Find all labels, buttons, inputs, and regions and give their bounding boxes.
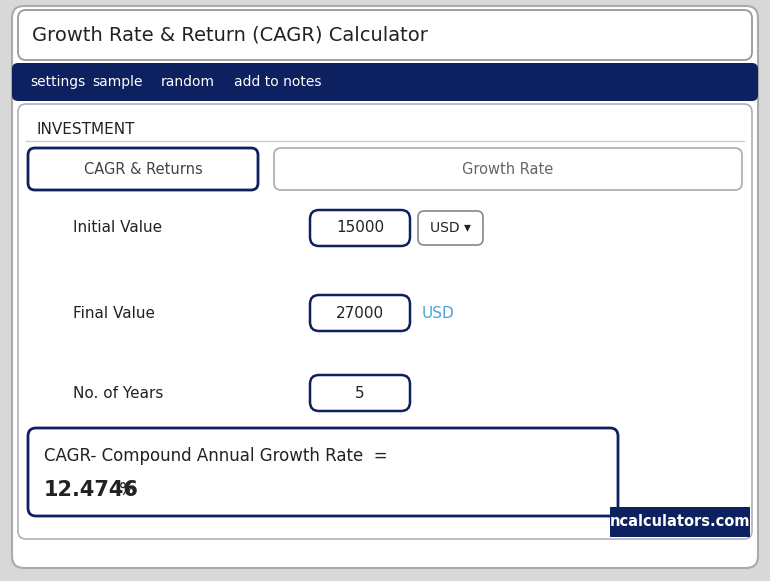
- Text: USD ▾: USD ▾: [430, 221, 471, 235]
- Text: 5: 5: [355, 386, 365, 400]
- FancyBboxPatch shape: [12, 6, 758, 568]
- Text: random: random: [161, 75, 215, 89]
- Text: Final Value: Final Value: [73, 306, 155, 321]
- Text: sample: sample: [92, 75, 143, 89]
- Text: add to notes: add to notes: [234, 75, 322, 89]
- FancyBboxPatch shape: [418, 211, 483, 245]
- FancyBboxPatch shape: [610, 507, 750, 537]
- Text: USD: USD: [422, 306, 455, 321]
- FancyBboxPatch shape: [12, 63, 758, 101]
- FancyBboxPatch shape: [18, 104, 752, 539]
- Text: Initial Value: Initial Value: [73, 221, 162, 235]
- FancyBboxPatch shape: [18, 10, 752, 60]
- Text: 12.4746: 12.4746: [44, 480, 139, 500]
- Text: Growth Rate & Return (CAGR) Calculator: Growth Rate & Return (CAGR) Calculator: [32, 26, 428, 45]
- Text: No. of Years: No. of Years: [73, 386, 163, 400]
- FancyBboxPatch shape: [310, 210, 410, 246]
- Text: CAGR- Compound Annual Growth Rate  =: CAGR- Compound Annual Growth Rate =: [44, 447, 387, 465]
- Text: Growth Rate: Growth Rate: [462, 162, 554, 177]
- Text: settings: settings: [30, 75, 85, 89]
- Text: CAGR & Returns: CAGR & Returns: [84, 162, 203, 177]
- FancyBboxPatch shape: [310, 375, 410, 411]
- Text: 15000: 15000: [336, 221, 384, 235]
- FancyBboxPatch shape: [28, 428, 618, 516]
- Text: 27000: 27000: [336, 306, 384, 321]
- Text: INVESTMENT: INVESTMENT: [36, 123, 135, 138]
- FancyBboxPatch shape: [310, 295, 410, 331]
- Text: ncalculators.com: ncalculators.com: [610, 515, 750, 529]
- Text: %: %: [114, 481, 135, 499]
- FancyBboxPatch shape: [28, 148, 258, 190]
- FancyBboxPatch shape: [274, 148, 742, 190]
